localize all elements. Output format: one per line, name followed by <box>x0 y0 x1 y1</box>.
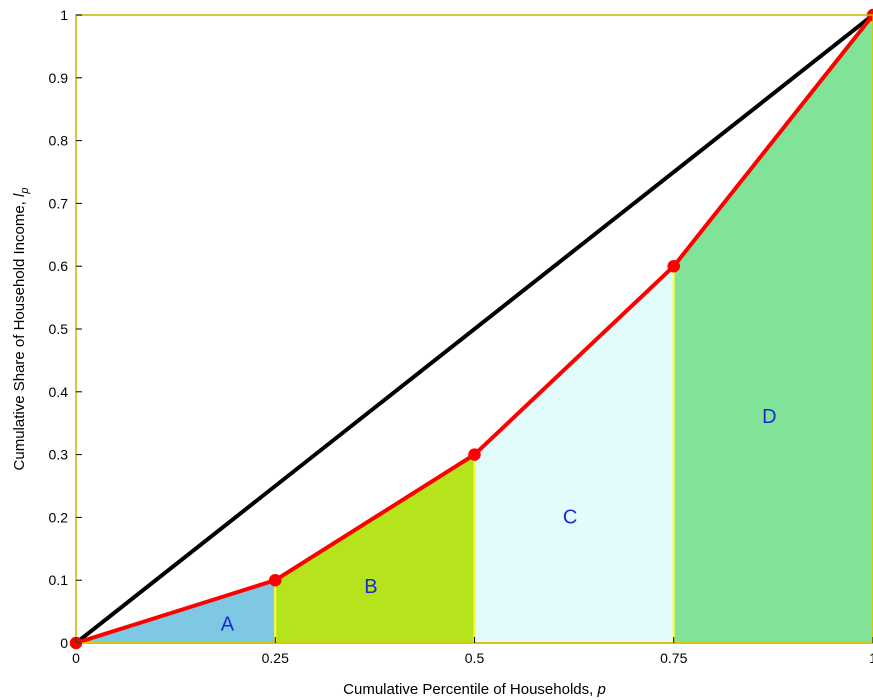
region-label-d: D <box>762 406 776 428</box>
x-tick-label: 0.5 <box>465 650 485 666</box>
y-axis-ticks: 0 0.1 0.2 0.3 0.4 0.5 0.6 0.7 0.8 0.9 1 <box>49 7 82 651</box>
data-point <box>269 573 282 587</box>
equality-line <box>74 13 873 645</box>
x-axis-ticks: 0 0.25 0.5 0.75 1 <box>72 637 873 666</box>
x-tick-label: 1 <box>869 650 873 666</box>
y-tick-label: 0.4 <box>49 384 69 400</box>
y-tick-label: 0 <box>60 635 68 651</box>
y-tick-label: 0.6 <box>49 258 69 274</box>
region-label-a: A <box>221 613 235 635</box>
x-tick-label: 0.25 <box>262 650 289 666</box>
x-tick-label: 0.75 <box>660 650 687 666</box>
region-label-c: C <box>563 507 577 529</box>
y-tick-label: 0.9 <box>49 70 69 86</box>
x-tick-label: 0 <box>72 650 80 666</box>
data-point <box>667 259 680 273</box>
data-point <box>468 448 481 461</box>
y-tick-label: 0.3 <box>49 447 69 463</box>
x-axis-label: Cumulative Percentile of Households, p <box>343 681 606 698</box>
y-tick-label: 0.2 <box>49 509 69 525</box>
y-axis-label: Cumulative Share of Household Income, lp <box>11 188 31 471</box>
y-tick-label: 0.5 <box>49 321 69 337</box>
y-tick-label: 0.1 <box>49 572 69 588</box>
region-labels: A B C D <box>221 406 777 635</box>
region-label-b: B <box>364 576 377 598</box>
y-tick-label: 0.8 <box>49 133 69 149</box>
y-tick-label: 0.7 <box>49 195 69 211</box>
y-tick-label: 1 <box>60 7 68 23</box>
